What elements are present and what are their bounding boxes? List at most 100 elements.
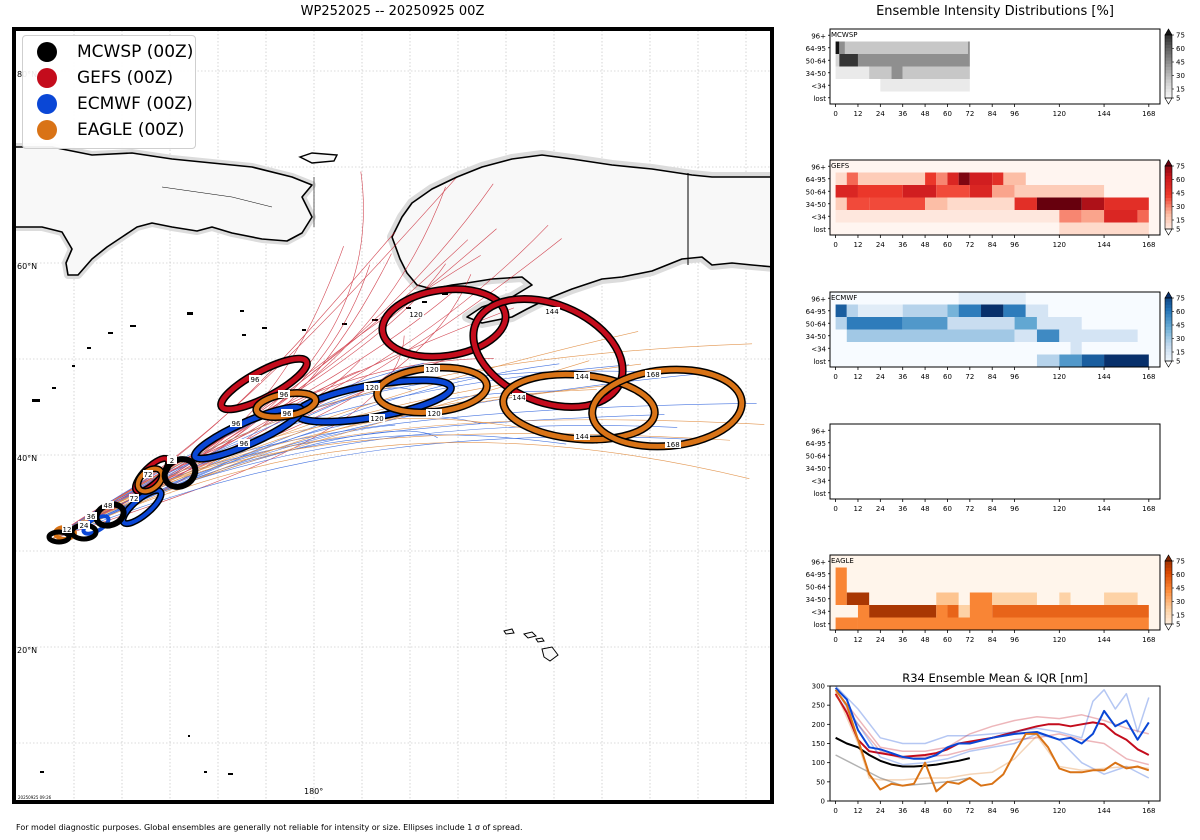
x-tick-label: 168 [1142, 241, 1155, 249]
heatmap-cell [1137, 210, 1149, 223]
legend-marker-ecmwf [37, 94, 57, 114]
colorbar-segment [1165, 320, 1172, 324]
tag-ecmwf-96: 96 [230, 419, 242, 428]
x-tick-label: 60 [943, 505, 952, 513]
colorbar-tick-label: 5 [1176, 95, 1180, 103]
heatmap-cell [844, 41, 968, 54]
track-map: 120 144 96 96 120 120 96 96 120 120 144 … [12, 27, 774, 804]
heatmap-title: GEFS [831, 162, 850, 170]
heatmap-cell [969, 592, 993, 605]
x-tick-label: 96 [1010, 373, 1019, 381]
colorbar-segment [1165, 310, 1172, 315]
colorbar-segment [1165, 611, 1172, 616]
gefs-ellipses [131, 285, 627, 496]
colorbar-segment [1165, 342, 1172, 346]
colorbar-segment [1165, 41, 1172, 45]
x-tick-label: 84 [988, 110, 997, 118]
colorbar-segment [1165, 63, 1172, 67]
heatmap-cell [1036, 354, 1060, 367]
heatmap-cell [835, 317, 847, 330]
svg-text:120: 120 [409, 311, 422, 319]
y-tick-label: 0 [821, 798, 825, 806]
colorbar-segment [1165, 82, 1172, 86]
tag-gefs-96b: 96 [278, 390, 290, 399]
colorbar-tick-label: 75 [1176, 32, 1185, 40]
heatmap-cell [1014, 197, 1037, 210]
heatmap-cell [835, 172, 847, 185]
r34-title: R34 Ensemble Mean & IQR [nm] [902, 671, 1088, 685]
colorbar-segment [1165, 72, 1172, 77]
y-tick-label: 100 [812, 759, 825, 767]
svg-text:96: 96 [283, 410, 292, 418]
row-label: 50-64 [806, 57, 827, 65]
colorbar-tick-label: 75 [1176, 295, 1185, 303]
x-tick-label: 24 [876, 636, 885, 644]
colorbar-segment [1165, 191, 1172, 195]
row-label: <34 [811, 345, 826, 353]
colorbar-segment [1165, 47, 1172, 52]
colorbar-segment [1165, 166, 1172, 170]
tag-gefs-120: 120 [408, 310, 424, 319]
tag-eagle-120b: 120 [426, 409, 442, 418]
legend-marker-gefs [37, 68, 57, 88]
lon-label-180: 180° [304, 787, 323, 796]
x-tick-label: 12 [854, 373, 863, 381]
tag-eagle-144c: 144 [512, 393, 526, 402]
colorbar-segment [1165, 172, 1172, 176]
heatmap-cell [1036, 317, 1082, 330]
colorbar-segment [1165, 298, 1172, 302]
colorbar-segment [1165, 206, 1172, 211]
heatmap-cell [857, 54, 970, 67]
colorbar-tick-label: 75 [1176, 163, 1185, 171]
colorbar-frame [1164, 560, 1173, 625]
x-tick-label: 72 [965, 807, 974, 815]
heatmap-cell [958, 605, 970, 618]
member-track [51, 389, 597, 540]
colorbar-tick-label: 30 [1176, 203, 1185, 211]
heatmap-cell [1036, 329, 1060, 342]
colorbar-tick-label: 45 [1176, 190, 1185, 198]
colorbar-segment [1165, 351, 1172, 356]
heatmap-cell [967, 41, 970, 54]
heatmap-cell [857, 304, 903, 317]
colorbar-frame [1164, 34, 1173, 99]
svg-text:96: 96 [251, 376, 260, 384]
colorbar-segment [1165, 213, 1172, 217]
row-label: <34 [811, 82, 826, 90]
row-label: 34-50 [806, 333, 826, 341]
colorbar-segment [1165, 595, 1172, 600]
heatmap-empty: 96+ 64-95 50-64 34-50 <34 lost 0 12 24 36 48 60 72 84… [806, 423, 1161, 513]
heatmap-frame [829, 554, 1161, 631]
x-tick-label: 12 [854, 636, 863, 644]
row-label: 50-64 [806, 452, 827, 460]
colorbar-segment [1165, 66, 1172, 71]
colorbar-tick-label: 45 [1176, 585, 1185, 593]
svg-text:144: 144 [575, 433, 589, 441]
tag-gefs-72: 72 [143, 470, 153, 479]
row-label: 96+ [811, 295, 826, 303]
svg-text:168: 168 [666, 441, 679, 449]
svg-text:120: 120 [427, 410, 440, 418]
colorbar-tick-label: 45 [1176, 59, 1185, 67]
heatmap-cell [969, 172, 993, 185]
svg-text:96: 96 [232, 420, 241, 428]
x-tick-label: 36 [898, 110, 907, 118]
tag-eagle-144b: 144 [574, 432, 590, 441]
x-tick-label: 12 [854, 505, 863, 513]
heatmap-cell [947, 304, 959, 317]
legend-marker-mcwsp [37, 42, 57, 62]
heatmap-cell [869, 66, 892, 79]
map-timestamp: 20250925 09:26 [18, 795, 52, 800]
heatmap-cell [902, 304, 948, 317]
colorbar-segment [1165, 605, 1172, 609]
tag-eagle-144: 144 [574, 372, 590, 381]
colorbar-segment [1165, 345, 1172, 349]
colorbar-segment [1165, 348, 1172, 353]
colorbar-segment [1165, 222, 1172, 227]
heatmap-cell [846, 329, 1015, 342]
y-tick-label: 50 [816, 778, 825, 786]
tag-12: 12 [62, 525, 72, 534]
row-label: <34 [811, 608, 826, 616]
heatmap-cell [1059, 210, 1082, 223]
heatmap-cell [835, 41, 840, 54]
